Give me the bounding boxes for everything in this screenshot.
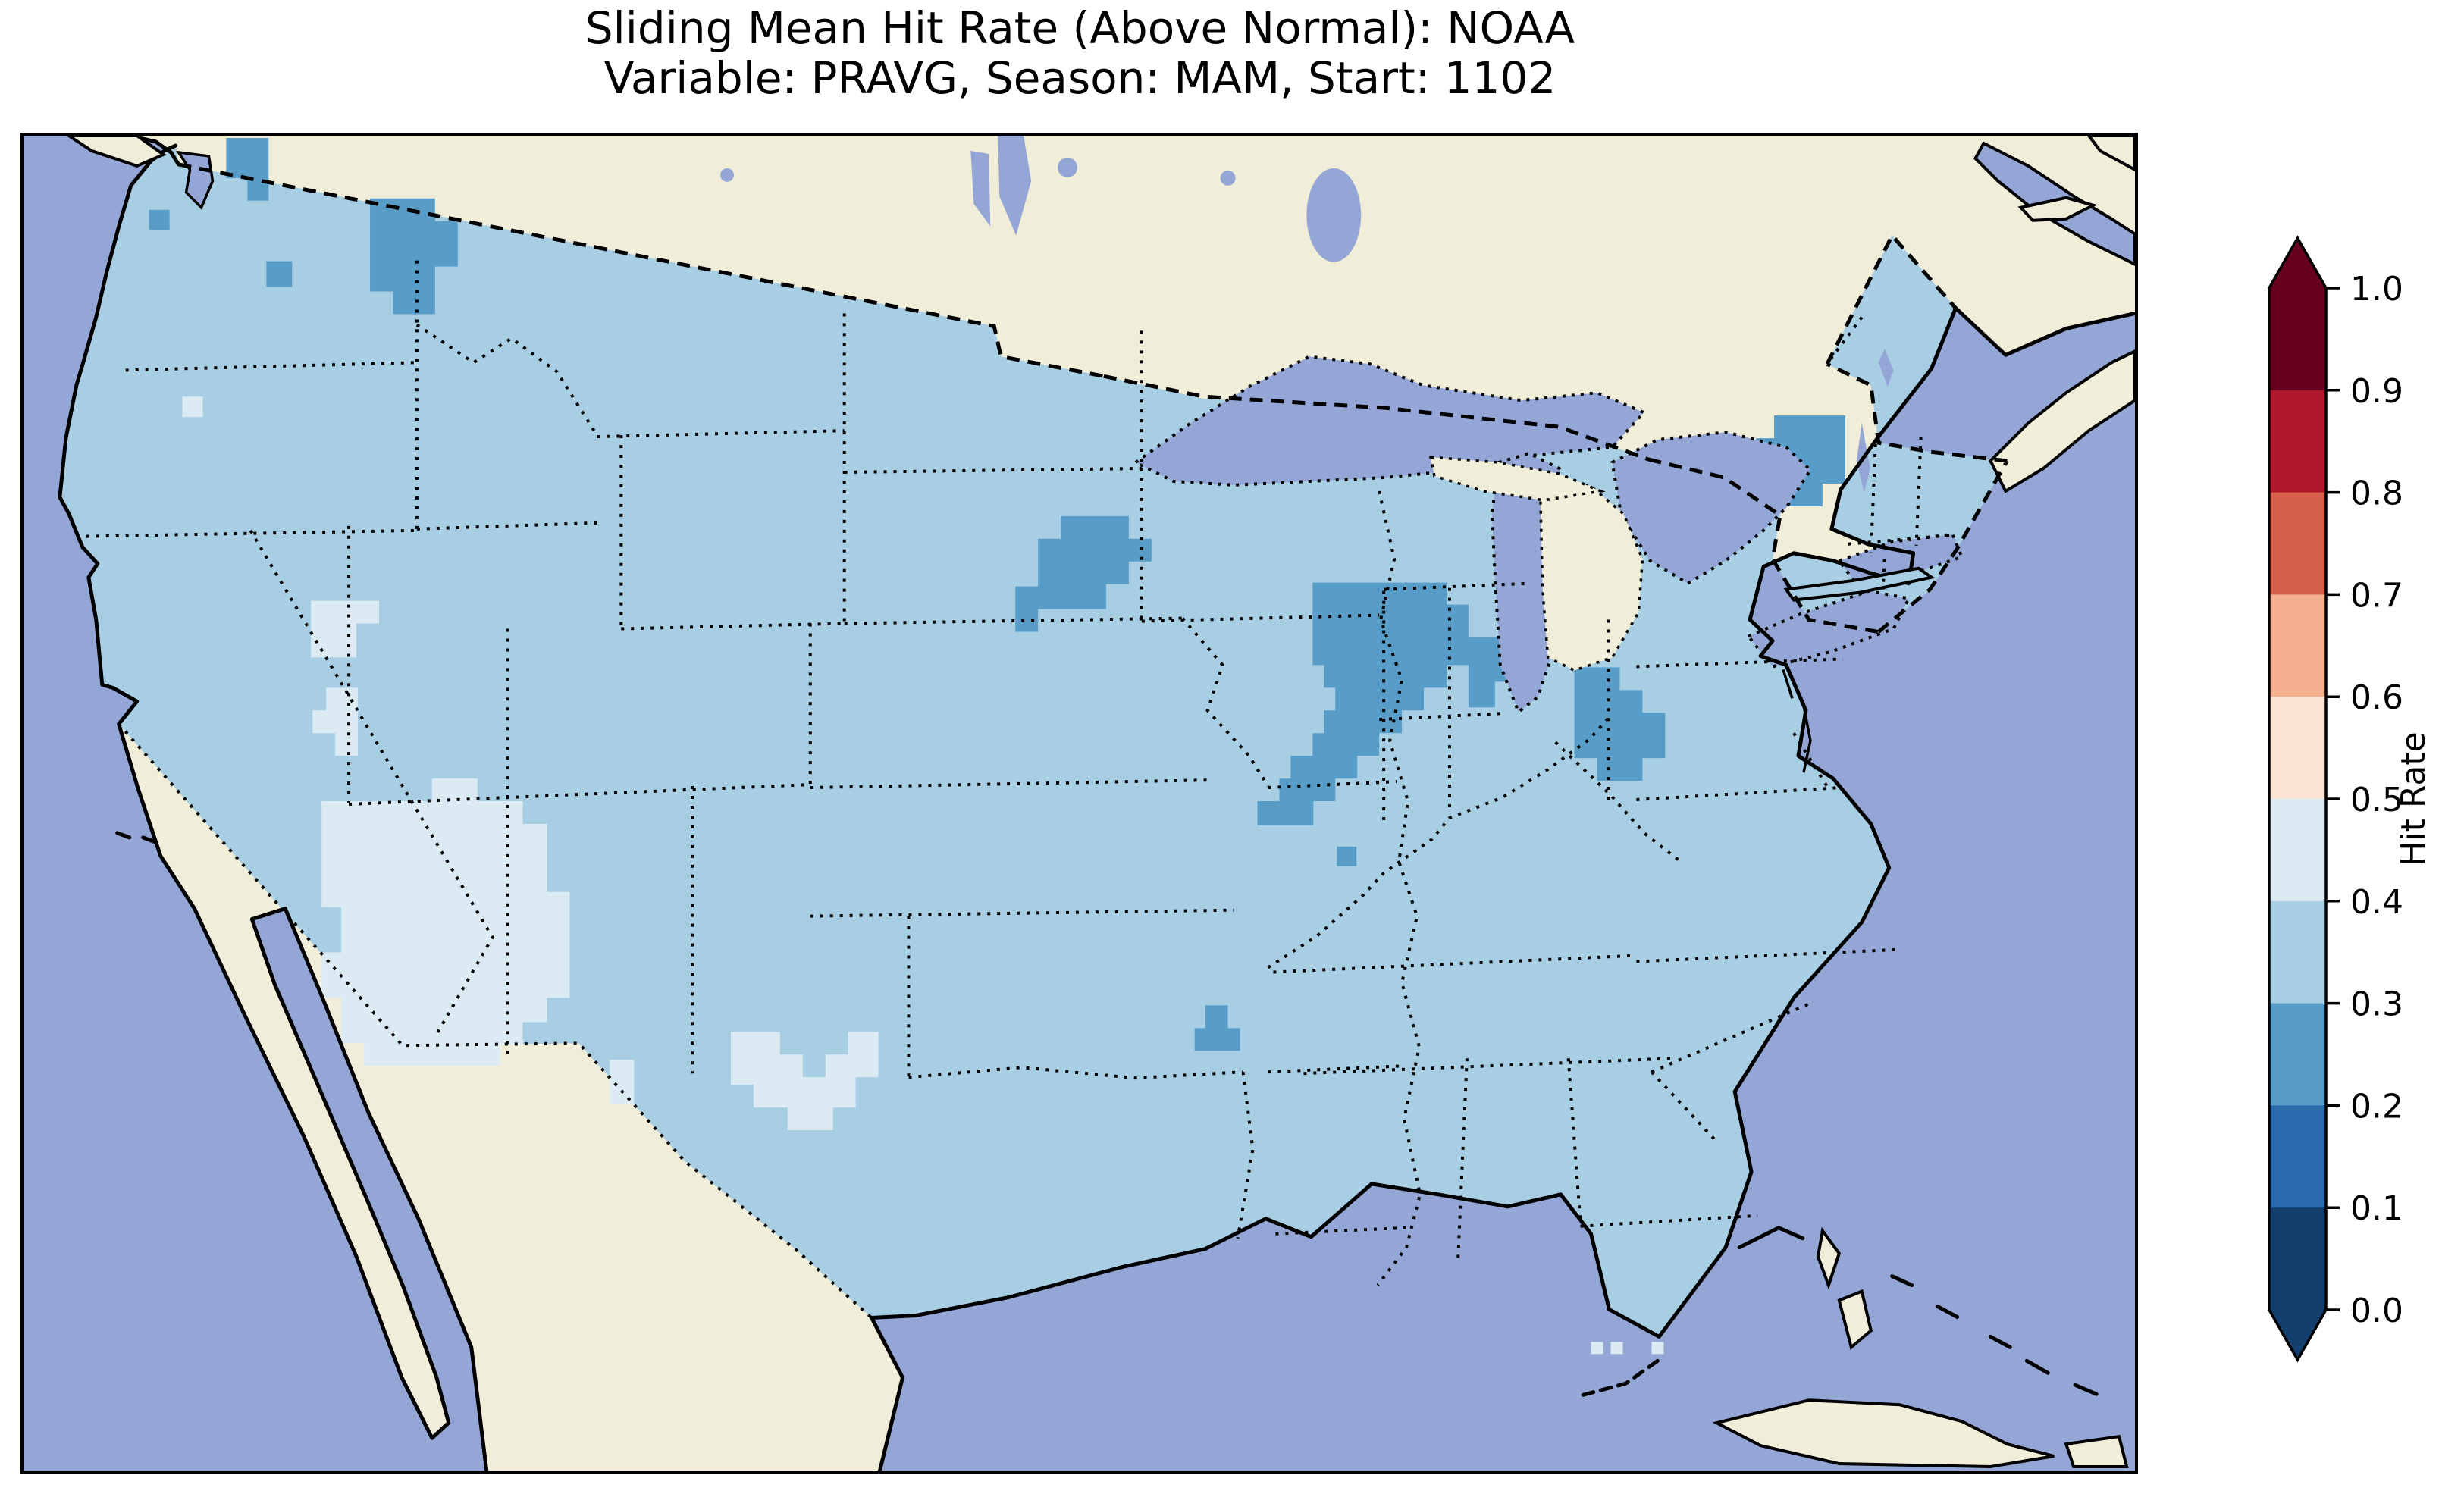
michigan-land (1428, 456, 1644, 672)
colorbar-tick-label: 0.1 (2350, 1189, 2403, 1228)
colorbar-tick-label: 0.4 (2350, 883, 2403, 922)
mexico-coastline (117, 722, 904, 1471)
colorbar-bin-0.7-0.8 (2269, 492, 2326, 595)
st-lawrence-river (1878, 349, 1894, 387)
cuba (1712, 1398, 2055, 1469)
colorbar-bin-0.6-0.7 (2269, 594, 2326, 697)
ocean-cell-1 (1591, 1342, 1603, 1355)
patch-west-texas (730, 1032, 879, 1131)
colorbar-bin-0.8-0.9 (2269, 390, 2326, 493)
colorbar-tick-label: 0.9 (2350, 372, 2403, 411)
lake-manitoba (970, 150, 991, 227)
patch-utah-nevada-1 (311, 600, 379, 658)
title-line-1: Sliding Mean Hit Rate (Above Normal): NO… (585, 2, 1575, 54)
long-island (1783, 566, 1936, 602)
patch-northwest-washington (226, 137, 269, 201)
florida-keys (1578, 1358, 1660, 1398)
colorbar-bin-0.0-0.1 (2269, 1207, 2326, 1311)
hit-rate-patches-0p2-0p3 (149, 137, 1845, 1051)
state-borders (76, 260, 1955, 1286)
patch-nevada-cell (182, 396, 203, 418)
great-lakes (1132, 355, 1964, 715)
colorbar-bin-0.4-0.5 (2269, 799, 2326, 902)
lake-huron (1610, 431, 1813, 585)
colorbar-arrow-over (2269, 238, 2326, 288)
channel-islands (115, 831, 158, 844)
patch-westvirginia-virginia (1574, 667, 1666, 781)
patch-arkansas-cells (1194, 1005, 1240, 1051)
colorbar-tick-label: 1.0 (2350, 270, 2403, 309)
patch-texas-cell (610, 1060, 635, 1104)
page-title: Sliding Mean Hit Rate (Above Normal): NO… (22, 3, 2138, 103)
us-canada-border (178, 162, 2009, 634)
lake-superior (1132, 355, 1647, 487)
patch-nebraska-southdakota (1015, 515, 1152, 632)
ocean-cell-2 (1610, 1342, 1623, 1355)
small-lake-3 (720, 168, 734, 182)
colorbar-tick-label: 0.7 (2350, 576, 2403, 615)
chesapeake-bay-outline (1782, 669, 1812, 773)
map-canvas (24, 136, 2135, 1471)
newfoundland-corner (2086, 136, 2135, 172)
bahamas-andros (1837, 1289, 1873, 1350)
colorbar-tick-label: 0.0 (2350, 1292, 2403, 1330)
vancouver-island (66, 136, 167, 168)
colorbar-bin-0.2-0.3 (2269, 1003, 2326, 1106)
ocean-cell-3 (1651, 1342, 1664, 1355)
small-antilles-1 (1890, 1274, 2099, 1396)
colorbar-tick-label: 0.2 (2350, 1087, 2403, 1126)
colorbar: 1.0 0.9 0.8 0.7 0.6 0.5 0.4 0.3 0.2 0.1 0.0 Hit Rat… (2268, 235, 2433, 1363)
small-lake-1 (1058, 157, 1078, 177)
title-line-2: Variable: PRAVG, Season: MAM, Start: 110… (603, 52, 1556, 104)
patch-utah-nevada-2 (312, 687, 359, 756)
patch-washington-cell-1 (149, 209, 170, 230)
mexico-landmass (118, 724, 903, 1471)
colorbar-axis-label: Hit Rate (2394, 731, 2433, 866)
michigan-upper-peninsula (1428, 456, 1606, 502)
patch-indiana-ohio-kentucky (1257, 582, 1540, 825)
prince-edward-island (2017, 196, 2098, 222)
bahamas-eleuthera (1816, 1226, 1842, 1290)
colorbar-bin-0.3-0.4 (2269, 900, 2326, 1004)
colorbar-bin-0.9-1.0 (2269, 288, 2326, 391)
colorbar-arrow-under (2269, 1310, 2326, 1360)
nova-scotia (1988, 349, 2135, 493)
country-borders (118, 162, 2009, 1319)
hit-rate-patches-0p4-0p5 (182, 396, 1664, 1355)
map-frame (20, 133, 2138, 1474)
puget-sound (176, 150, 215, 210)
patch-arkansas-cell-2 (1337, 846, 1357, 866)
canada-lakes (720, 136, 1894, 493)
patch-idaho-montana (370, 198, 458, 315)
lake-nipigon (1306, 168, 1362, 262)
colorbar-tick-label: 0.5 (2350, 781, 2403, 819)
coastlines (58, 136, 2135, 1471)
patch-washington-cell-2 (266, 261, 293, 287)
islands (66, 136, 2135, 1469)
lake-winnipeg (998, 136, 1032, 236)
colorbar-tick-label: 0.8 (2350, 475, 2403, 513)
new-brunswick-coastline (1954, 305, 2135, 357)
colorbar-tick-label: 0.3 (2350, 985, 2403, 1024)
canada-landmass (129, 136, 2135, 632)
colorbar-bin-0.5-0.6 (2269, 697, 2326, 800)
small-lake-2 (1220, 170, 1236, 186)
bahamas-grand-bahama (1737, 1226, 1805, 1250)
hispaniola-tip (2064, 1434, 2129, 1469)
colorbar-bin-0.1-0.2 (2269, 1105, 2326, 1208)
pacific-coastline (58, 143, 178, 726)
colorbar-tick-label: 0.6 (2350, 678, 2403, 717)
michigan-mitten (1538, 484, 1644, 672)
